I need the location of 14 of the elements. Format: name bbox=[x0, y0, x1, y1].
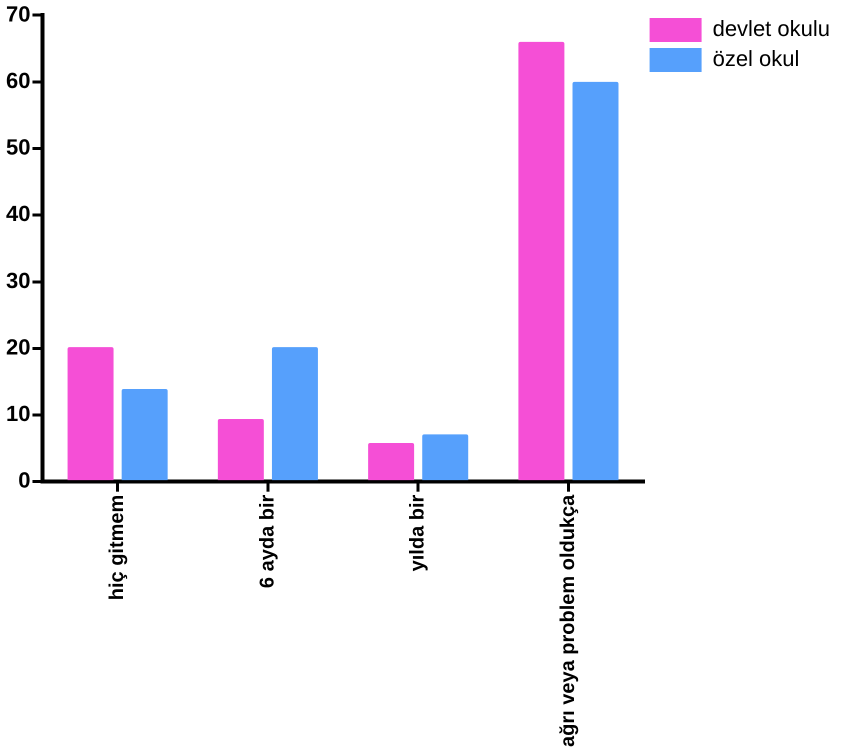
y-tick-label: 20 bbox=[6, 334, 30, 360]
y-tick-label: 10 bbox=[6, 401, 30, 426]
y-tick-label: 40 bbox=[6, 201, 30, 226]
x-tick-label: hiç gitmem bbox=[106, 494, 128, 600]
y-tick-label: 70 bbox=[6, 1, 30, 26]
y-tick-label: 50 bbox=[6, 134, 30, 160]
legend-label: devlet okulu bbox=[712, 16, 830, 42]
legend-label: özel okul bbox=[712, 46, 800, 72]
y-tick-label: 60 bbox=[6, 68, 30, 93]
x-tick-label: yılda bir bbox=[406, 494, 429, 572]
x-tick-label: 6 ayda bir bbox=[256, 494, 278, 588]
x-tick-label: ağrı veya problem oldukça bbox=[556, 494, 579, 748]
y-tick-label: 30 bbox=[6, 268, 30, 293]
y-tick-label: 0 bbox=[18, 468, 30, 493]
